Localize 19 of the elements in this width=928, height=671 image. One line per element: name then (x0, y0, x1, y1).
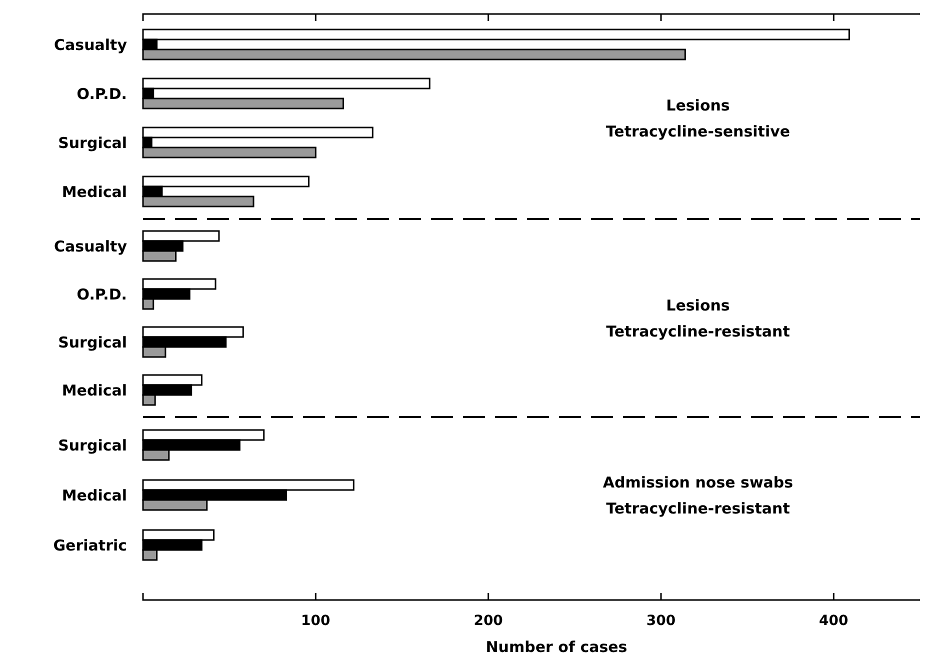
y-tick-label: O.P.D. (76, 84, 127, 103)
y-tick-label: Medical (62, 381, 127, 400)
x-tick-label: 300 (646, 613, 676, 629)
annotation: Lesions Tetracycline-sensitive (606, 96, 790, 140)
y-tick-label: Medical (62, 486, 127, 504)
x-tick-label: 100 (301, 613, 331, 629)
y-tick-label: Geriatric (53, 536, 127, 554)
y-tick-label: Medical (62, 182, 127, 201)
y-tick-label: Casualty (54, 237, 128, 256)
x-axis-title: Number of cases (486, 638, 628, 656)
y-tick-label: Surgical (58, 134, 127, 152)
y-tick-label: Surgical (58, 333, 127, 352)
annotation: Admission nose swabs Tetracycline-resistant (602, 473, 794, 518)
x-tick-label: 200 (474, 613, 504, 629)
y-tick-label: Casualty (54, 36, 128, 54)
y-tick-label: Surgical (58, 436, 127, 454)
y-tick-label: O.P.D. (76, 285, 127, 304)
annotation: Lesions Tetracycline-resistant (606, 296, 790, 340)
x-tick-label: 400 (819, 613, 849, 629)
